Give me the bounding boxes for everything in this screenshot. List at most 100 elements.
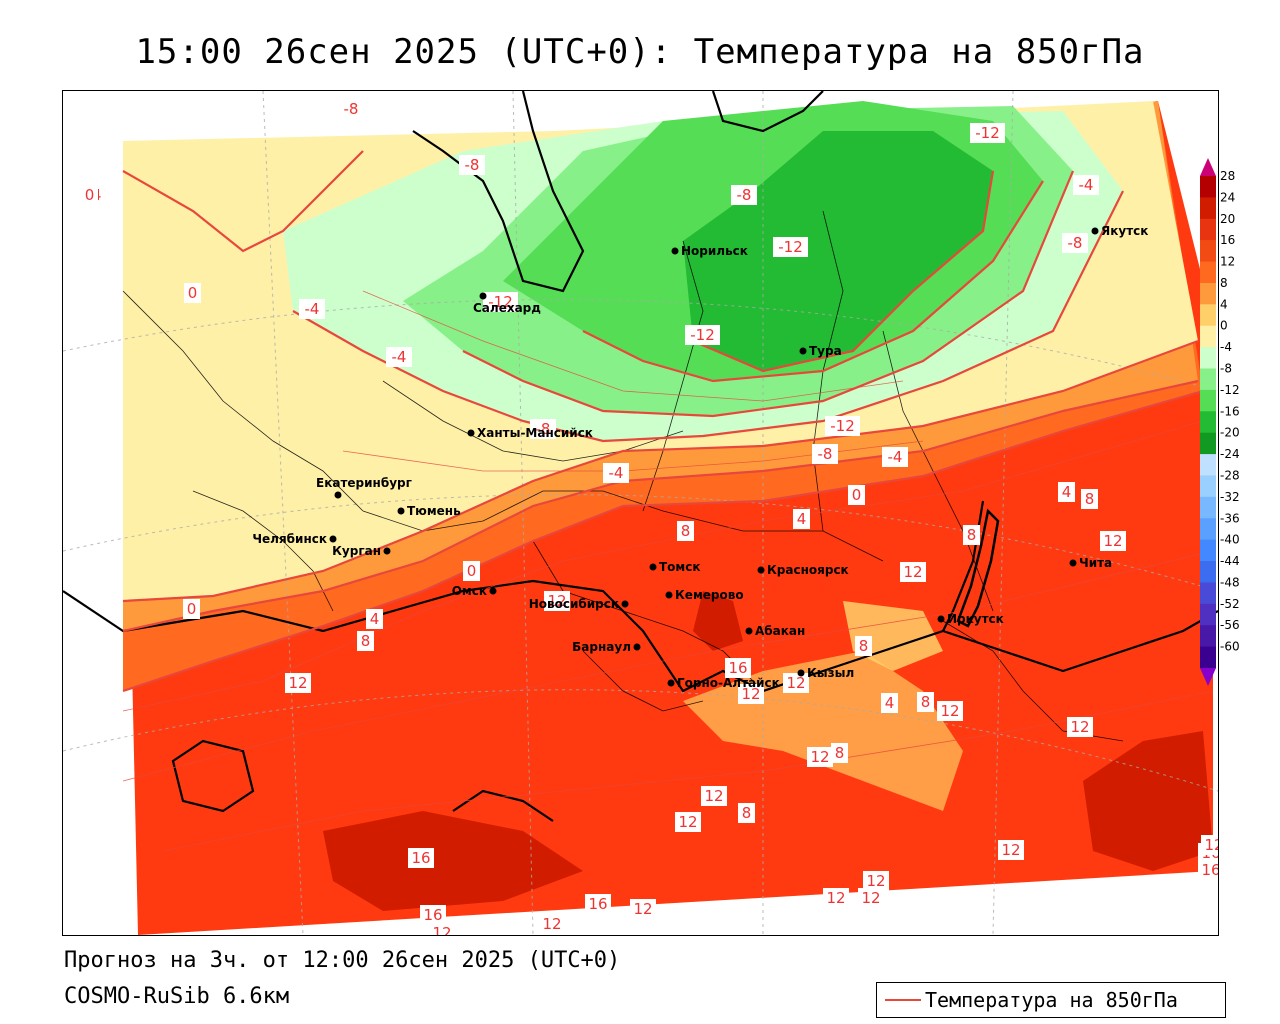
svg-text:12: 12 [542, 915, 561, 933]
svg-text:12: 12 [741, 685, 760, 703]
isotherm-value-label: 12 [544, 591, 570, 611]
city-dot [937, 615, 945, 623]
svg-text:-12: -12 [488, 293, 513, 311]
svg-text:-8: -8 [536, 420, 551, 438]
colorbar-swatch [1200, 646, 1216, 669]
isotherm-value-label: 16 [725, 658, 751, 678]
city-marker[interactable]: Ханты-Мансийск [467, 426, 593, 440]
city-marker[interactable]: Тура [799, 344, 842, 358]
city-marker[interactable]: Новосибирск [529, 597, 629, 611]
colorbar-swatch [1200, 389, 1216, 412]
isotherm-value-label: -4 [299, 299, 325, 319]
svg-text:0: 0 [467, 562, 477, 580]
colorbar-swatch [1200, 432, 1216, 455]
city-label: Барнаул [572, 640, 631, 654]
city-label: Салехард [473, 301, 541, 315]
temperature-map[interactable]: -12-8-12-12-4-8-12-8-4-4-80-4-8-12-8-40-… [62, 90, 1219, 936]
colorbar-swatch [1200, 561, 1216, 583]
isotherm-value-label: 0 [463, 561, 480, 581]
isotherm-value-label: 8 [855, 636, 872, 656]
svg-text:0: 0 [852, 486, 862, 504]
city-marker[interactable]: Томск [649, 560, 701, 574]
colorbar-swatch [1200, 261, 1216, 284]
colorbar-swatch [1200, 496, 1216, 519]
colorbar-swatch [1200, 240, 1216, 263]
city-label: Тура [809, 344, 842, 358]
svg-text:12: 12 [547, 592, 566, 610]
colorbar-tick-label: 28 [1220, 169, 1235, 183]
isotherm-value-label: 12 [900, 562, 926, 582]
svg-text:12: 12 [866, 872, 885, 890]
isotherm-value-label: -12 [970, 123, 1005, 143]
colorbar-tick-label: 8 [1220, 276, 1228, 290]
svg-text:12: 12 [288, 674, 307, 692]
isotherm-value-label: 12 [675, 812, 701, 832]
isotherm-value-label: -8 [530, 419, 556, 439]
colorbar-bottom-arrow [1200, 668, 1216, 686]
svg-text:-8: -8 [818, 445, 833, 463]
city-dot [671, 247, 679, 255]
colorbar-swatch [1200, 282, 1216, 305]
isotherm-value-label: 0 [81, 185, 98, 205]
city-marker[interactable]: Екатеринбург [316, 476, 412, 499]
city-dot [757, 566, 765, 574]
city-marker[interactable]: Омск [452, 584, 497, 598]
city-dot [329, 535, 337, 543]
city-marker[interactable]: Норильск [671, 244, 748, 258]
colorbar-swatch [1200, 539, 1216, 562]
city-marker[interactable]: Кызыл [797, 666, 855, 680]
isotherm-value-label: 0 [183, 599, 200, 619]
colorbar-tick-label: -56 [1220, 618, 1240, 632]
city-dot [745, 627, 753, 635]
isotherm-value-label: 12 [285, 673, 311, 693]
city-marker[interactable]: Красноярск [757, 563, 849, 577]
city-marker[interactable]: Челябинск [252, 532, 337, 546]
svg-text:0: 0 [188, 284, 198, 302]
svg-text:8: 8 [742, 804, 752, 822]
isotherm-value-label: 8 [831, 743, 848, 763]
svg-text:-8: -8 [1068, 234, 1083, 252]
city-marker[interactable]: Чита [1069, 556, 1113, 570]
city-marker[interactable]: Кемерово [665, 588, 744, 602]
city-marker[interactable]: Курган [332, 544, 391, 558]
city-label: Тюмень [407, 504, 461, 518]
svg-text:-4: -4 [888, 448, 903, 466]
svg-text:12: 12 [1103, 532, 1122, 550]
svg-text:12: 12 [633, 900, 652, 918]
city-marker[interactable]: Салехард [473, 292, 541, 316]
legend-line-swatch [885, 999, 921, 1001]
colorbar-tick-label: -12 [1220, 383, 1240, 397]
city-marker[interactable]: Тюмень [397, 504, 462, 518]
svg-text:12: 12 [903, 563, 922, 581]
city-marker[interactable]: Абакан [745, 624, 806, 638]
city-dot [799, 347, 807, 355]
isotherm-value-label: -8 [459, 155, 485, 175]
isotherm-value-label: 16 [1198, 860, 1218, 880]
legend-label: Температура на 850гПа [925, 988, 1178, 1012]
colorbar-swatch [1200, 625, 1216, 648]
isotherm-value-label: 12 [630, 899, 656, 919]
svg-text:4: 4 [370, 610, 380, 628]
svg-text:16: 16 [423, 906, 442, 924]
colorbar-tick-label: -16 [1220, 404, 1240, 418]
colorbar-swatch [1200, 368, 1216, 391]
isotherm-value-label: 12 [807, 747, 833, 767]
city-label: Чита [1079, 556, 1112, 570]
isotherm-value-label: -8 [812, 444, 838, 464]
isotherm-value-label: 12 [429, 923, 455, 935]
isotherm-value-label: -8 [731, 185, 757, 205]
city-marker[interactable]: Барнаул [572, 640, 641, 654]
isotherm-value-label: 16 [585, 894, 611, 914]
isotherm-value-label: 12 [738, 684, 764, 704]
isotherm-value-label: -8 [1062, 233, 1088, 253]
forecast-info: Прогноз на 3ч. от 12:00 26сен 2025 (UTC+… [64, 948, 621, 973]
isotherm-value-label: -4 [882, 447, 908, 467]
isotherm-value-label: -12 [773, 237, 808, 257]
city-marker[interactable]: Горно-Алтайск [667, 676, 780, 690]
city-marker[interactable]: Якутск [1091, 224, 1149, 238]
colorbar-swatch [1200, 218, 1216, 241]
colorbar-tick-label: -40 [1220, 533, 1240, 547]
isotherm-value-label: 8 [738, 803, 755, 823]
city-marker[interactable]: Иркутск [937, 612, 1004, 626]
colorbar-tick-label: -48 [1220, 575, 1240, 589]
